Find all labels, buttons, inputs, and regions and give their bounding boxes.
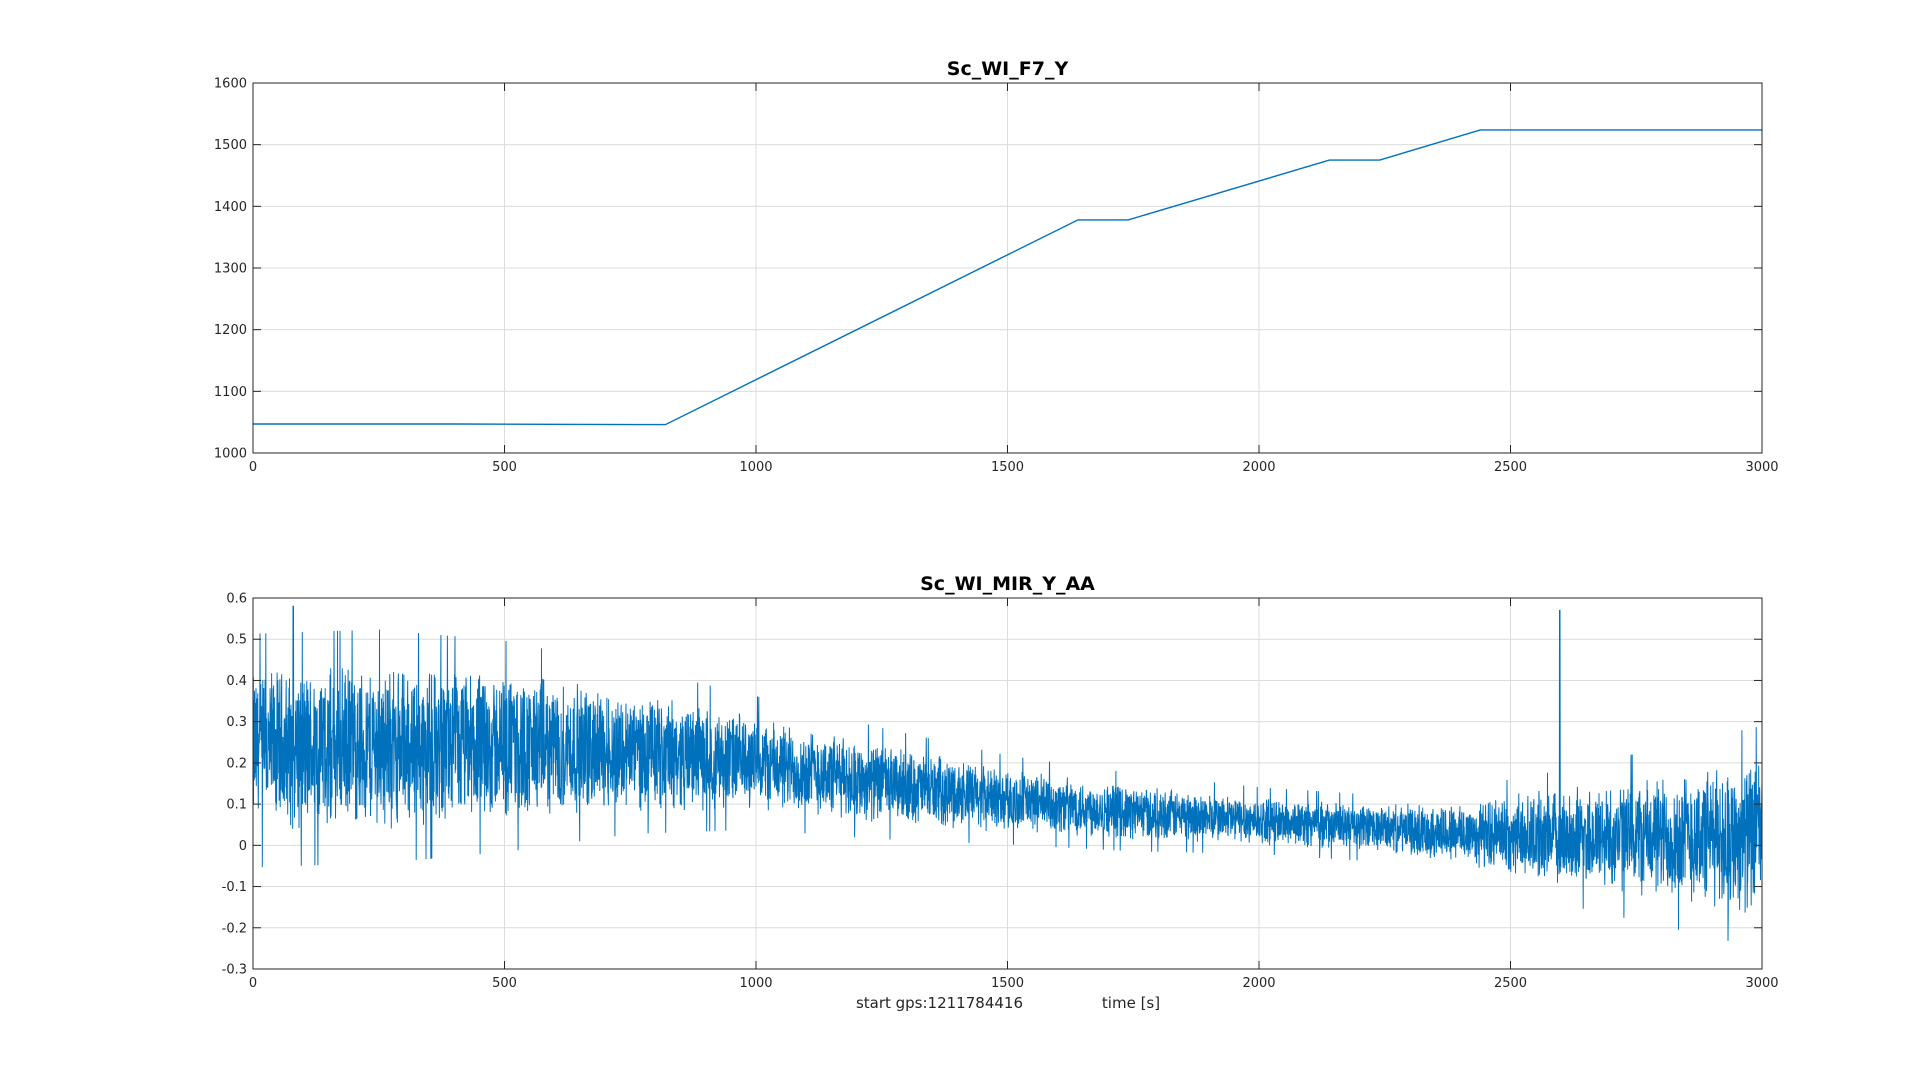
- y-tick-label: 1600: [214, 77, 247, 92]
- y-tick-label: 0.2: [226, 756, 247, 771]
- x-tick-label: 1500: [991, 976, 1024, 991]
- x-tick-label: 3000: [1745, 976, 1778, 991]
- bottom-plot-axes: 0 500 1000 1500 2000 2500 3000 -0.3 -0.2 -0.1 0 0.1…: [222, 573, 1779, 1012]
- y-tick-label: -0.1: [222, 880, 247, 895]
- y-tick-label: 0.4: [226, 674, 247, 689]
- series-line: [252, 605, 1763, 941]
- y-tick-label: 1300: [214, 262, 247, 277]
- x-tick-label: 0: [249, 976, 257, 991]
- bottom-plot-ticks: 0 500 1000 1500 2000 2500 3000 -0.3 -0.2 -0.1 0 0.1…: [222, 592, 1779, 992]
- y-tick-label: 1500: [214, 138, 247, 153]
- series-line: [253, 129, 1762, 426]
- y-tick-label: 1200: [214, 323, 247, 338]
- y-tick-label: 1400: [214, 200, 247, 215]
- x-tick-label: 2000: [1242, 460, 1275, 475]
- start-gps-label: start gps:1211784416: [856, 994, 1023, 1012]
- y-tick-label: 0: [239, 839, 247, 854]
- x-tick-label: 0: [249, 460, 257, 475]
- x-tick-label: 2000: [1242, 976, 1275, 991]
- x-tick-label: 500: [492, 976, 517, 991]
- bottom-plot-title: Sc_WI_MIR_Y_AA: [920, 573, 1095, 595]
- y-tick-label: 1100: [214, 385, 247, 400]
- y-tick-label: -0.3: [222, 963, 247, 978]
- x-tick-label: 2500: [1494, 976, 1527, 991]
- y-tick-label: 0.5: [226, 633, 247, 648]
- x-axis-label: time [s]: [1102, 994, 1160, 1012]
- x-tick-label: 1000: [739, 460, 772, 475]
- top-plot-axes: 0 500 1000 1500 2000 2500 3000 1000 1100 1200 1300…: [214, 58, 1779, 475]
- top-plot-title: Sc_WI_F7_Y: [947, 58, 1069, 80]
- x-tick-label: 1000: [739, 976, 772, 991]
- x-tick-label: 1500: [991, 460, 1024, 475]
- y-tick-label: -0.2: [222, 921, 247, 936]
- y-tick-label: 1000: [214, 447, 247, 462]
- y-tick-label: 0.3: [226, 715, 247, 730]
- top-plot-ticks: 0 500 1000 1500 2000 2500 3000 1000 1100 1200 1300…: [214, 77, 1779, 476]
- x-tick-label: 3000: [1745, 460, 1778, 475]
- x-tick-label: 500: [492, 460, 517, 475]
- y-tick-label: 0.6: [226, 592, 247, 607]
- y-tick-label: 0.1: [226, 798, 247, 813]
- top-plot-series: [253, 129, 1762, 426]
- bottom-plot-series: [252, 605, 1763, 941]
- x-tick-label: 2500: [1494, 460, 1527, 475]
